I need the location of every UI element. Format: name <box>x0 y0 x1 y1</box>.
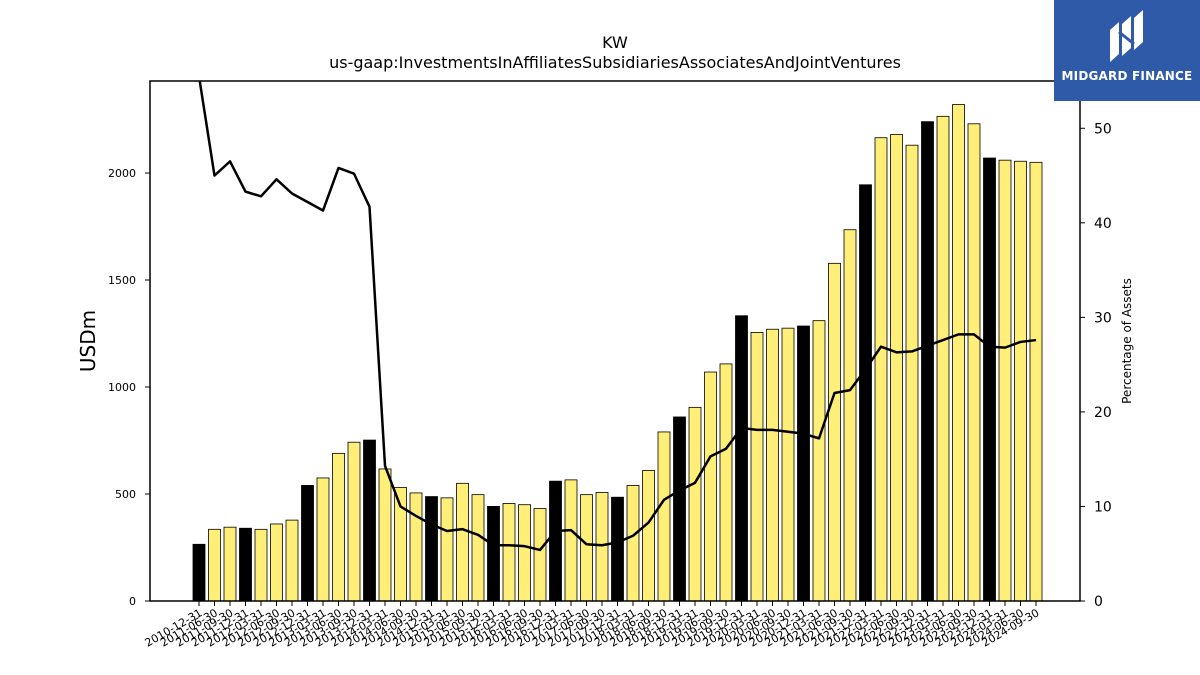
bar <box>843 229 857 602</box>
bar <box>595 492 609 602</box>
logo-text: MIDGARD FINANCE <box>1061 69 1193 83</box>
bar <box>347 441 361 602</box>
bar <box>812 320 826 602</box>
chart-title: KW <box>602 33 628 52</box>
y2-tick-label: 10 <box>1094 499 1112 515</box>
bar <box>425 496 438 602</box>
bar <box>254 528 268 602</box>
bar <box>704 371 717 602</box>
bar <box>208 528 221 602</box>
bar <box>301 485 314 602</box>
line-layer <box>198 81 1037 552</box>
bar <box>487 506 500 602</box>
bar <box>533 508 547 602</box>
bar <box>518 504 531 602</box>
bar <box>921 121 934 602</box>
bar <box>952 104 965 602</box>
bar <box>502 503 516 602</box>
bar <box>719 363 733 602</box>
bar <box>905 144 919 602</box>
bar <box>223 526 237 602</box>
bar <box>642 470 655 602</box>
bar <box>316 477 330 602</box>
plot-frame <box>149 80 1081 602</box>
y2-tick-label: 0 <box>1094 594 1103 610</box>
bar <box>440 497 454 602</box>
bar <box>1014 160 1027 602</box>
bar <box>936 115 950 602</box>
bar <box>797 325 810 602</box>
y2-tick-label: 30 <box>1094 310 1112 326</box>
bar <box>673 416 686 602</box>
bar <box>580 494 593 602</box>
bar <box>735 315 748 602</box>
bar <box>983 157 996 602</box>
y2-axis-label: Percentage of Assets <box>1120 278 1134 404</box>
x-axis: 2010-12-312011-06-302011-09-302011-12-31… <box>143 601 1042 650</box>
bar <box>859 184 872 602</box>
bar <box>549 480 562 602</box>
bar <box>285 519 299 602</box>
y2-tick-label: 50 <box>1094 121 1112 137</box>
y-tick-label: 1000 <box>108 381 136 394</box>
bar <box>766 328 779 602</box>
left-axis: 0 500 1000 1500 2000 <box>108 167 150 608</box>
bar <box>363 439 376 602</box>
logo-mark-icon <box>1110 10 1143 62</box>
bar <box>688 406 702 602</box>
bar <box>626 485 640 602</box>
y2-tick-label: 20 <box>1094 405 1112 421</box>
series-line <box>198 81 1037 552</box>
bars <box>192 104 1043 602</box>
bar <box>239 527 252 602</box>
bar <box>192 543 206 602</box>
bar <box>874 137 888 602</box>
bar <box>471 494 485 602</box>
bar <box>657 431 671 602</box>
chart-subtitle: us-gaap:InvestmentsInAffiliatesSubsidiar… <box>329 53 901 72</box>
bar <box>967 123 981 602</box>
y-axis-label: USDm <box>76 310 100 372</box>
bar <box>828 262 841 602</box>
y-tick-label: 0 <box>129 595 136 608</box>
logo: MIDGARD FINANCE <box>1054 0 1200 101</box>
bar <box>611 496 624 602</box>
bar <box>890 134 903 602</box>
bar <box>1029 161 1043 602</box>
right-axis: 0 10 20 30 40 50 <box>1080 121 1112 610</box>
y-tick-label: 2000 <box>108 167 136 180</box>
y2-tick-label: 40 <box>1094 216 1112 232</box>
bar <box>456 482 469 602</box>
y-tick-label: 500 <box>115 488 136 501</box>
y-tick-label: 1500 <box>108 274 136 287</box>
bar <box>750 332 764 602</box>
bar <box>332 452 345 602</box>
bar <box>781 327 795 602</box>
bar <box>998 159 1012 602</box>
bar <box>564 479 578 602</box>
bar <box>409 492 423 602</box>
bar <box>270 523 283 602</box>
bar <box>378 468 392 602</box>
